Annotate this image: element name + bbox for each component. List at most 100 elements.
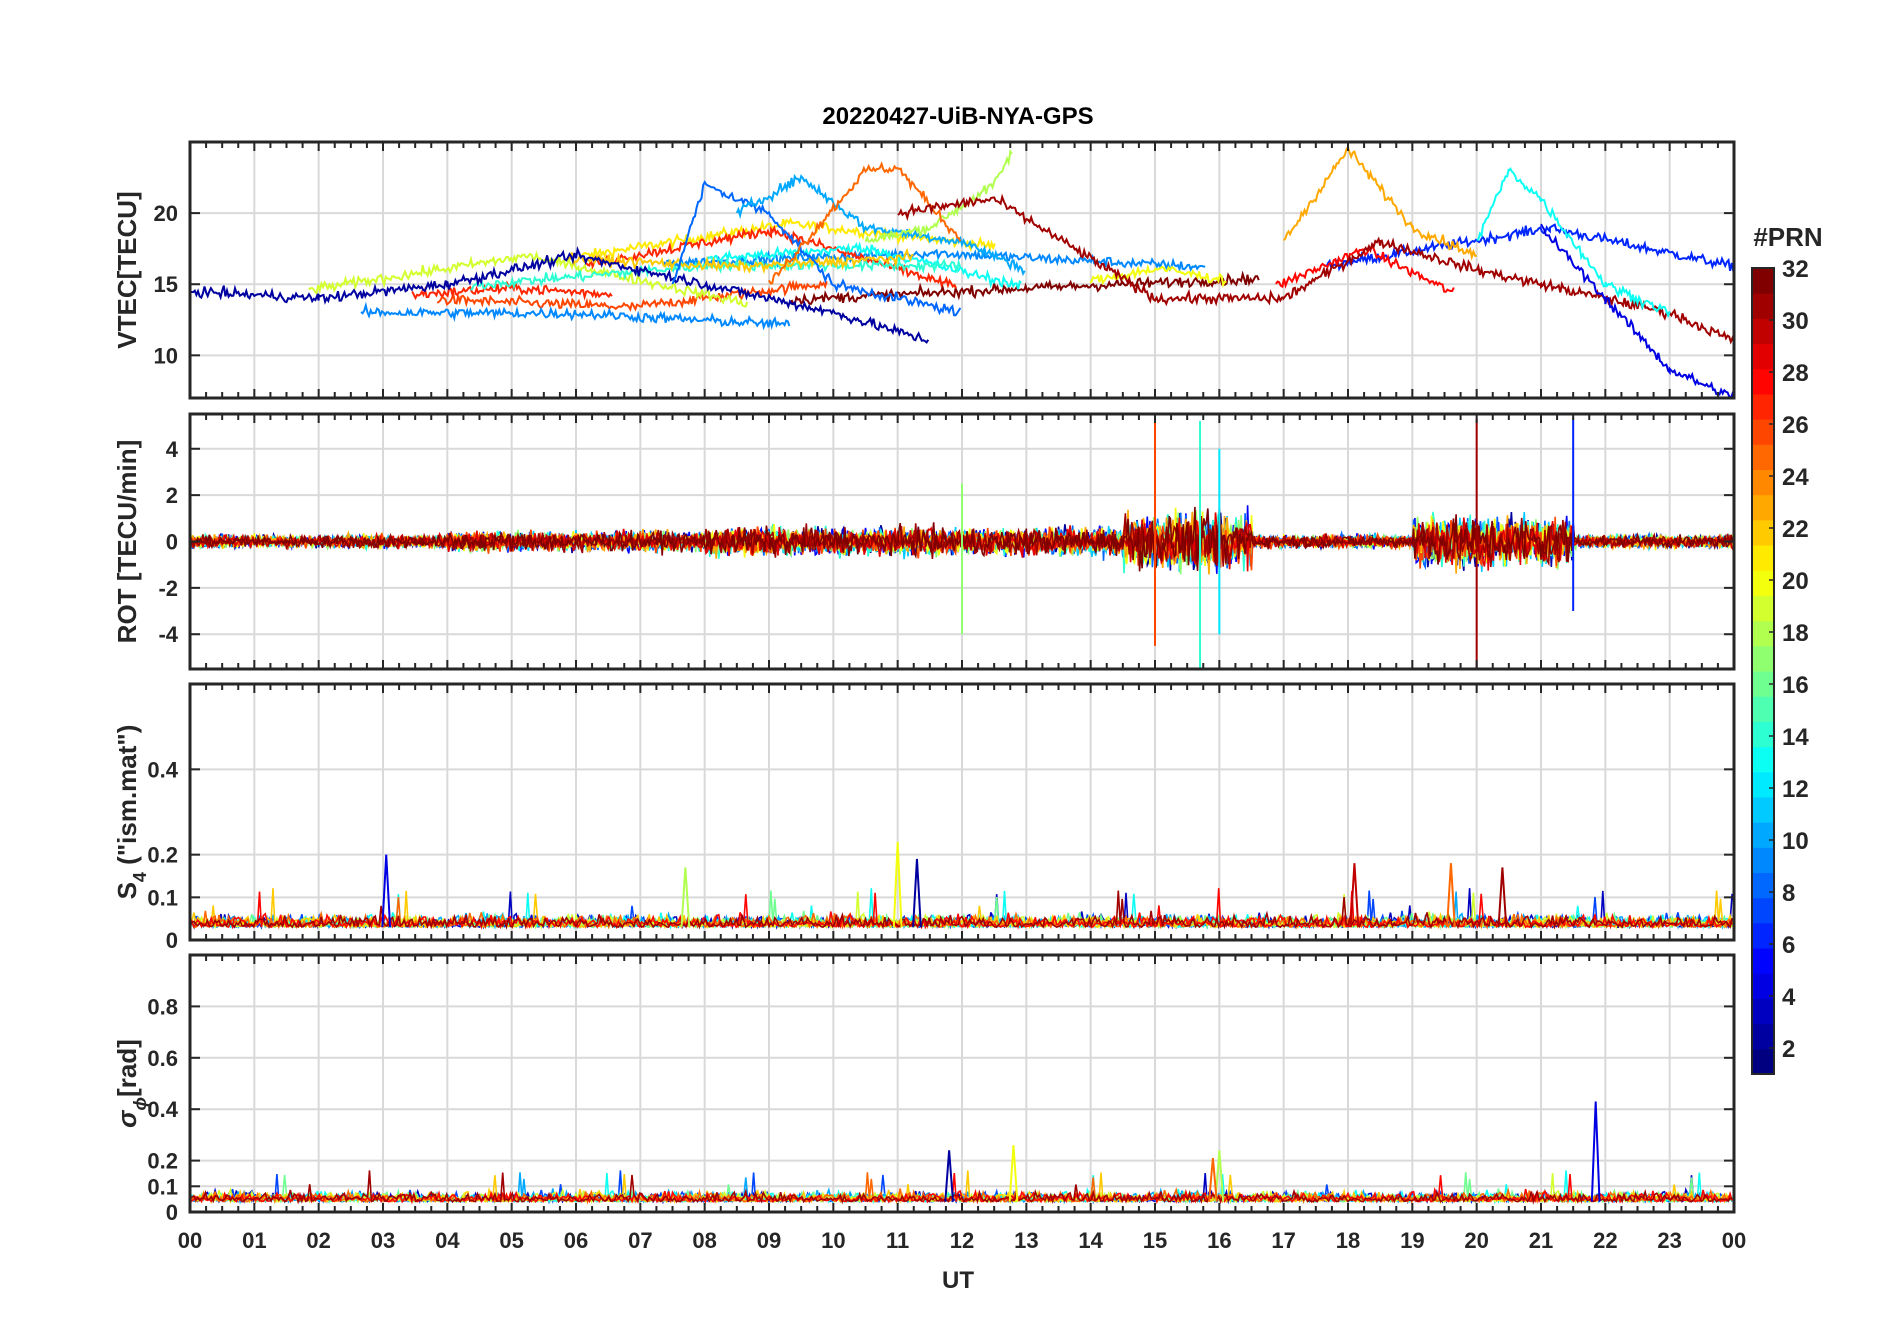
- sigma_phi-peak: [1008, 1145, 1019, 1202]
- grid-s4: [189, 684, 1735, 941]
- y-tick-label: 0: [166, 530, 178, 555]
- colorbar-level: [1752, 847, 1774, 873]
- colorbar-tick-label: 8: [1782, 880, 1795, 907]
- s4-peak: [381, 854, 392, 928]
- colorbar-level: [1752, 494, 1774, 521]
- x-tick-label: 21: [1529, 1228, 1553, 1253]
- vtec-series-prn10: [735, 173, 1026, 277]
- x-tick-label: 00: [1722, 1228, 1746, 1253]
- x-tick-label: 00: [178, 1228, 202, 1253]
- vtec-series-prn13: [1476, 167, 1671, 319]
- colorbar-level: [1752, 469, 1774, 496]
- s4-peak: [892, 841, 903, 928]
- s4-series-prn31: [190, 890, 1733, 930]
- panel-sigma_phi: 00.10.2 0.4 0.6 0.8 σϕ[rad]: [112, 953, 1736, 1225]
- colorbar-level: [1752, 822, 1774, 848]
- y-tick-label: -4: [158, 622, 178, 647]
- colorbar-level: [1752, 293, 1774, 319]
- colorbar-tick-label: 10: [1782, 828, 1809, 855]
- axes-frame-vtec: [188, 140, 1736, 400]
- x-tick-label: 15: [1143, 1228, 1167, 1253]
- x-axis-label: UT: [942, 1267, 974, 1294]
- y-tick-label: 0.4: [147, 1097, 178, 1122]
- colorbar-tick-label: 20: [1782, 568, 1809, 595]
- x-tick-label: 06: [564, 1228, 588, 1253]
- traces-sigma_phi: [190, 1101, 1733, 1205]
- x-tick-label: 20: [1464, 1228, 1488, 1253]
- colorbar-level: [1752, 595, 1774, 622]
- s4-peak: [1446, 863, 1456, 928]
- colorbar-tick-label: 2: [1782, 1036, 1795, 1063]
- vtec-series-prn27: [411, 280, 613, 301]
- colorbar-level: [1752, 746, 1774, 773]
- axes-frame-rot: [188, 412, 1736, 671]
- colorbar-level: [1752, 998, 1774, 1025]
- colorbar-level: [1752, 771, 1774, 798]
- traces-vtec: [190, 144, 1734, 398]
- colorbar-level: [1752, 268, 1774, 294]
- colorbar-level: [1752, 922, 1774, 949]
- sigma_phi-peak: [1214, 1150, 1225, 1202]
- colorbar-level: [1752, 721, 1774, 748]
- colorbar-tick-label: 22: [1782, 516, 1809, 543]
- x-tick-label: 18: [1336, 1228, 1360, 1253]
- colorbar-level: [1752, 897, 1774, 924]
- x-tick-label: 11: [886, 1228, 909, 1253]
- x-tick-label: 16: [1207, 1228, 1231, 1253]
- sigma_phi-peak: [1208, 1157, 1218, 1202]
- x-tick-label: 10: [821, 1228, 845, 1253]
- vtec-series-prn18: [864, 148, 1013, 244]
- x-tick-label: 19: [1400, 1228, 1424, 1253]
- colorbar-level: [1752, 696, 1774, 722]
- vtec-series-prn4: [1540, 223, 1734, 398]
- y-tick-label: 20: [154, 201, 178, 226]
- panel-rot: -4 -2 0 2 4 ROT [TECU/min]: [112, 412, 1736, 671]
- vtec-series-prn27: [585, 224, 957, 289]
- axes-frame-sigma_phi: [188, 953, 1736, 1214]
- colorbar-tick-label: 32: [1782, 256, 1809, 283]
- colorbar-level: [1752, 419, 1774, 445]
- x-tick-label: 23: [1657, 1228, 1681, 1253]
- s4-peak: [680, 867, 691, 928]
- y-tick-label: 0.8: [147, 994, 178, 1019]
- colorbar-title: #PRN: [1753, 222, 1822, 252]
- colorbar-level: [1752, 872, 1774, 899]
- x-tick-label: 22: [1593, 1228, 1617, 1253]
- y-tick-label: -2: [158, 576, 178, 601]
- y-tick-label: 0.2: [147, 843, 178, 868]
- traces-rot: [190, 418, 1734, 669]
- colorbar-level: [1752, 973, 1774, 999]
- vtec-series-prn2: [190, 246, 930, 344]
- s4-peak: [1349, 863, 1360, 928]
- vtec-series-prn13: [705, 241, 1022, 290]
- colorbar-frame: [1751, 267, 1775, 1075]
- axes-frame-s4: [188, 682, 1736, 942]
- x-tick-label: 03: [371, 1228, 395, 1253]
- colorbar-level: [1752, 671, 1774, 697]
- x-tick-label: 04: [435, 1228, 460, 1253]
- sigma_phi-peak: [1590, 1101, 1601, 1202]
- x-tick-label: 08: [692, 1228, 716, 1253]
- vtec-series-prn26: [436, 279, 828, 312]
- sigma_phi-peak: [944, 1150, 954, 1202]
- x-axis: 00 01 02 03 04 05 06 07 08 09 10 11 12 13 14 15 16 17 18 19…: [178, 1228, 1746, 1253]
- y-tick-label: 15: [154, 272, 178, 297]
- vtec-series-prn9: [662, 247, 1206, 273]
- y-tick-label: 10: [154, 343, 178, 368]
- colorbar-level: [1752, 645, 1774, 672]
- y-tick-label: 0.4: [147, 757, 178, 782]
- colorbar-level: [1752, 570, 1774, 596]
- colorbar-level: [1752, 796, 1774, 823]
- colorbar-level: [1752, 444, 1774, 470]
- colorbar-tick-label: 16: [1782, 672, 1809, 699]
- colorbar-tick-label: 14: [1782, 724, 1809, 751]
- colorbar-level: [1752, 519, 1774, 546]
- y-axis-label-s4: S4 ("ism.mat"): [112, 725, 150, 900]
- s4-peak: [912, 858, 922, 928]
- x-tick-label: 17: [1271, 1228, 1295, 1253]
- colorbar-level: [1752, 545, 1774, 571]
- colorbar-tick-label: 6: [1782, 932, 1795, 959]
- vtec-series-prn25: [768, 161, 962, 285]
